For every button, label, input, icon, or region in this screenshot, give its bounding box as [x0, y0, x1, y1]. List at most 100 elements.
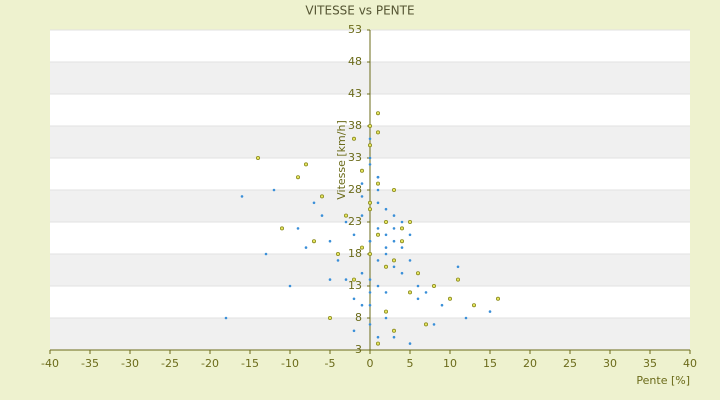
point [447, 296, 452, 301]
point [312, 201, 316, 205]
point [431, 283, 436, 288]
point [367, 251, 372, 256]
point [384, 291, 388, 294]
y-tick-label: 43 [348, 87, 362, 100]
point [360, 303, 364, 307]
point [367, 200, 372, 205]
point [328, 239, 332, 243]
point [407, 290, 412, 295]
point [336, 259, 340, 262]
x-tick-label: 30 [603, 357, 617, 370]
point [383, 264, 388, 269]
point [368, 303, 372, 307]
point [352, 297, 356, 301]
point [488, 310, 492, 313]
y-tick-label: 3 [355, 343, 362, 356]
point [399, 239, 404, 244]
point [351, 136, 356, 141]
point [391, 187, 396, 192]
y-tick-label: 8 [355, 311, 362, 324]
x-tick-label: 10 [443, 357, 457, 370]
point [432, 323, 436, 326]
point [352, 329, 356, 333]
point [240, 195, 244, 198]
point [455, 277, 460, 282]
y-tick-label: 53 [348, 23, 362, 36]
x-tick-label: 20 [523, 357, 537, 370]
point [368, 239, 372, 243]
point [360, 182, 364, 185]
point [399, 226, 404, 231]
point [384, 233, 388, 237]
x-tick-label: -30 [121, 357, 139, 370]
point [392, 335, 396, 339]
point [471, 303, 476, 308]
point [352, 233, 356, 237]
point [279, 226, 284, 231]
x-tick-label: -10 [281, 357, 299, 370]
x-tick-label: -15 [241, 357, 259, 370]
point [375, 181, 380, 186]
point [368, 137, 372, 141]
x-tick-label: 35 [643, 357, 657, 370]
point [344, 220, 348, 224]
x-tick-label: -20 [201, 357, 219, 370]
point [368, 323, 372, 326]
point [415, 271, 420, 276]
point [296, 227, 300, 230]
point [408, 342, 412, 345]
point [360, 214, 364, 217]
point [392, 265, 396, 269]
x-tick-label: 0 [367, 357, 374, 370]
point [391, 328, 396, 333]
point [360, 271, 364, 275]
point [295, 175, 300, 180]
point [400, 246, 404, 249]
point [376, 227, 380, 230]
point [392, 214, 396, 217]
point [384, 207, 388, 211]
point [288, 284, 292, 288]
point [224, 316, 228, 320]
point [272, 188, 276, 192]
x-tick-label: -5 [325, 357, 336, 370]
point [303, 162, 308, 167]
point [376, 335, 380, 339]
x-tick-label: 40 [683, 357, 697, 370]
x-tick-label: 15 [483, 357, 497, 370]
point [367, 143, 372, 148]
point [416, 284, 420, 288]
point [320, 214, 324, 217]
point [456, 265, 460, 269]
point [423, 322, 428, 327]
y-tick-label: 18 [348, 247, 362, 260]
y-tick-label: 23 [348, 215, 362, 228]
point [376, 201, 380, 205]
y-tick-label: 33 [348, 151, 362, 164]
point [375, 111, 380, 116]
x-axis-label: Pente [%] [636, 374, 690, 387]
point [264, 252, 268, 256]
point [368, 278, 372, 281]
point [375, 341, 380, 346]
point [424, 291, 428, 294]
y-tick-label: 13 [348, 279, 362, 292]
y-tick-label: 28 [348, 183, 362, 196]
point [383, 219, 388, 224]
point [392, 239, 396, 243]
point [359, 245, 364, 250]
y-tick-label: 48 [348, 55, 362, 68]
point [407, 219, 412, 224]
point [495, 296, 500, 301]
chart-title: VITESSE vs PENTE [305, 4, 414, 18]
point [319, 194, 324, 199]
point [400, 271, 404, 275]
x-tick-label: 25 [563, 357, 577, 370]
point [391, 258, 396, 263]
point [351, 277, 356, 282]
point [335, 251, 340, 256]
point [368, 156, 372, 160]
point [375, 130, 380, 135]
point [368, 163, 372, 166]
